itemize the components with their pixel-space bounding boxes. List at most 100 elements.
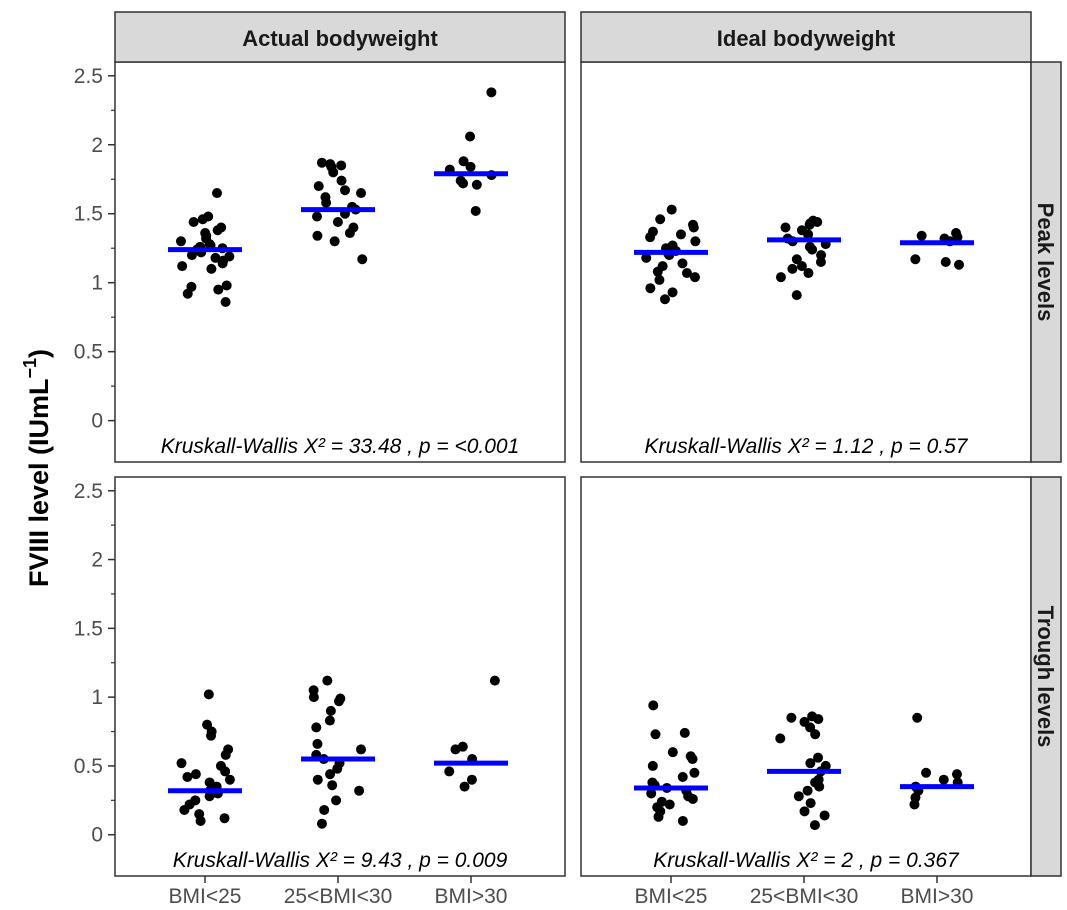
data-point: [325, 769, 336, 780]
y-tick-label: 1: [91, 686, 103, 709]
data-point: [650, 729, 661, 740]
y-axis-label-close: ): [24, 349, 54, 358]
data-point: [652, 266, 663, 277]
data-point: [325, 705, 336, 716]
data-point: [664, 799, 675, 810]
data-point: [805, 798, 816, 809]
data-point: [213, 284, 224, 295]
data-point: [179, 804, 190, 815]
data-point: [667, 747, 678, 758]
data-point: [786, 712, 797, 723]
data-point: [667, 287, 678, 298]
data-point: [308, 692, 319, 703]
data-point: [332, 763, 343, 774]
data-point: [677, 815, 688, 826]
data-point: [459, 781, 470, 792]
y-axis-label-main: FVIII level (IUmL: [24, 378, 54, 587]
data-point: [688, 222, 699, 233]
data-point: [910, 254, 921, 265]
data-point: [190, 769, 201, 780]
y-tick-label: 0: [91, 410, 103, 433]
data-point: [197, 214, 208, 225]
data-point: [641, 252, 652, 263]
data-point: [354, 785, 365, 796]
data-point: [775, 272, 786, 283]
data-point: [182, 288, 193, 299]
data-point: [952, 232, 963, 243]
row-strip: [1030, 476, 1062, 877]
data-point: [679, 727, 690, 738]
data-point: [311, 211, 322, 222]
panel-frame: [114, 61, 566, 463]
data-point: [220, 749, 231, 760]
kruskal-wallis-annotation: Kruskall-Wallis X² = 2 , p = 0.367: [653, 849, 960, 872]
data-point: [311, 722, 322, 733]
data-point: [659, 294, 670, 305]
column-strip-label: Ideal bodyweight: [717, 26, 896, 51]
data-point: [206, 730, 217, 741]
data-point: [486, 87, 497, 98]
data-point: [458, 178, 469, 189]
data-point: [805, 722, 816, 733]
panel-frame: [580, 476, 1032, 877]
data-point: [327, 780, 338, 791]
data-point: [807, 244, 818, 255]
y-tick-label: 2: [91, 134, 103, 157]
panel-frame: [114, 476, 566, 877]
data-point: [645, 283, 656, 294]
data-point: [775, 733, 786, 744]
annotations: Kruskall-Wallis X² = 33.48 , p = <0.001 K…: [161, 435, 969, 872]
data-point: [687, 793, 698, 804]
y-tick-label: 1.5: [74, 617, 103, 640]
data-point: [357, 254, 368, 265]
x-tick-label: BMI<25: [169, 885, 242, 908]
row-strip: [1030, 61, 1062, 463]
x-tick-label: 25<BMI<30: [284, 885, 393, 908]
data-point: [175, 236, 186, 247]
data-point: [687, 754, 698, 765]
data-point: [819, 810, 830, 821]
y-tick-label: 0.5: [74, 755, 103, 778]
data-point: [646, 788, 657, 799]
data-point: [647, 760, 658, 771]
data-point: [689, 767, 700, 778]
axes: 0 0.5 1 1.5 2 2.5 0 0.5 1 1.5 2 2.5 BMI<25 25<BMI<30 B…: [74, 65, 974, 908]
data-point: [444, 766, 455, 777]
data-point: [339, 185, 350, 196]
y-tick-label: 0.5: [74, 341, 103, 364]
data-point: [653, 811, 664, 822]
data-point: [206, 263, 217, 274]
data-point: [813, 752, 824, 763]
data-point: [940, 257, 951, 267]
column-strip-label: Actual bodyweight: [242, 26, 438, 51]
data-point: [921, 767, 932, 778]
data-point: [336, 160, 347, 171]
data-point: [951, 769, 962, 780]
data-point: [791, 290, 802, 301]
data-point: [810, 729, 821, 740]
data-marks: [168, 87, 974, 831]
data-point: [912, 712, 923, 723]
data-point: [176, 758, 187, 769]
data-point: [791, 254, 802, 265]
data-point: [465, 131, 476, 142]
data-point: [356, 188, 367, 199]
data-point: [690, 272, 701, 283]
data-point: [655, 214, 666, 225]
data-point: [186, 250, 197, 261]
data-point: [195, 815, 206, 826]
x-tick-label: BMI>30: [435, 885, 508, 908]
y-axis-label-superscript: −1: [20, 358, 40, 379]
data-point: [312, 230, 323, 241]
data-point: [645, 232, 656, 243]
data-point: [324, 715, 335, 726]
data-point: [458, 156, 469, 167]
facet-strips: Actual bodyweight Ideal bodyweight Peak le…: [114, 11, 1062, 877]
data-point: [333, 696, 344, 707]
data-point: [204, 791, 215, 802]
data-point: [470, 205, 481, 216]
kruskal-wallis-annotation: Kruskall-Wallis X² = 1.12 , p = 0.57: [645, 435, 969, 458]
data-point: [220, 297, 231, 307]
data-point: [316, 818, 327, 829]
